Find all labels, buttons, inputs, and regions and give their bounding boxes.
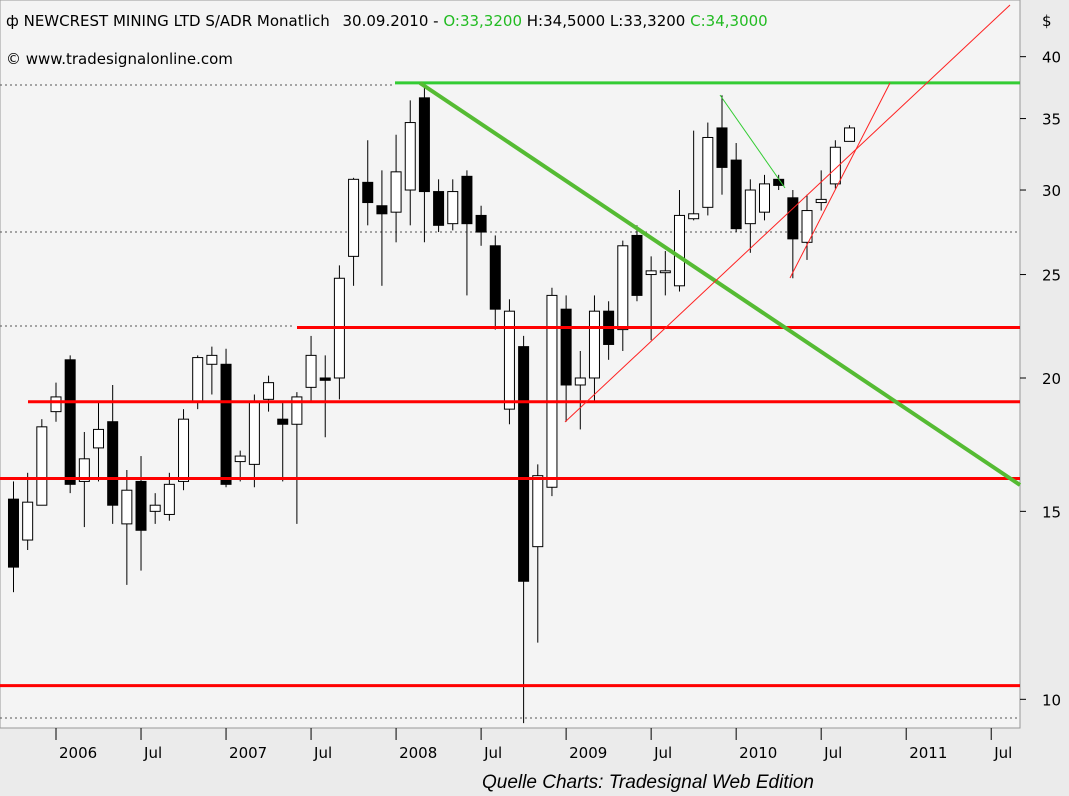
candle-body: [447, 191, 459, 225]
candle-body: [560, 308, 572, 386]
candle-body: [93, 428, 105, 449]
candle-body: [234, 455, 246, 463]
candle-body: [305, 354, 317, 388]
candle-body: [220, 363, 232, 485]
candle-body: [206, 354, 218, 365]
trendline: [564, 4, 1011, 423]
candle-body: [659, 270, 671, 274]
x-tick-label: Jul: [483, 744, 502, 762]
x-tick-label: Jul: [653, 744, 672, 762]
x-tick-label: Jul: [143, 744, 162, 762]
candle-body: [277, 418, 289, 425]
candle-body: [503, 310, 515, 410]
x-tick-label: 2011: [909, 744, 947, 762]
x-tick-label: 2010: [739, 744, 777, 762]
candle-body: [390, 171, 402, 213]
x-tick-label: 2006: [59, 744, 97, 762]
y-tick-label: 15: [1042, 503, 1061, 521]
candle-body: [801, 210, 813, 243]
x-tick-label: 2007: [229, 744, 267, 762]
x-tick-label: 2009: [569, 744, 607, 762]
source: © www.tradesignalonline.com: [6, 50, 233, 68]
candle-body: [248, 401, 260, 465]
drawn-levels: [0, 84, 1020, 719]
candle-body: [829, 146, 841, 185]
candle-body: [787, 197, 799, 240]
title: NEWCREST MINING LTD S/ADR Monatlich: [24, 12, 330, 30]
candle-body: [135, 480, 147, 531]
trendline: [418, 81, 1022, 487]
candle-body: [291, 396, 303, 425]
candle-body: [631, 234, 643, 296]
candle-body: [50, 396, 62, 413]
candle-body: [36, 426, 48, 506]
trendline: [719, 94, 786, 189]
x-tick-label: Jul: [993, 744, 1012, 762]
y-tick-label: 40: [1042, 49, 1061, 67]
x-tick-label: 2008: [399, 744, 437, 762]
candle-body: [532, 475, 544, 548]
candle-body: [702, 136, 714, 208]
candle-body: [418, 97, 430, 193]
y-tick-label: 25: [1042, 267, 1061, 285]
candle-body: [759, 183, 770, 213]
trendline: [789, 82, 891, 279]
levels: [0, 81, 1020, 688]
candle-body: [319, 377, 331, 381]
trendlines: [418, 4, 1022, 487]
candle-body: [149, 504, 161, 512]
candle-body: [192, 357, 204, 403]
open-label: O:33,3200: [443, 12, 522, 30]
candle-body: [107, 421, 119, 506]
candle-body: [844, 127, 856, 142]
candle-body: [461, 175, 473, 225]
candle-body: [64, 359, 76, 485]
candle-body: [163, 483, 175, 515]
y-tick-label: 35: [1042, 111, 1061, 129]
x-tick-label: Jul: [313, 744, 332, 762]
candle-body: [815, 198, 827, 204]
candle-body: [433, 191, 445, 226]
title-icon: ф: [6, 12, 24, 30]
candle-body: [376, 205, 388, 215]
candle-body: [574, 377, 586, 386]
candle-body: [617, 245, 629, 331]
x-tick-label: Jul: [823, 744, 842, 762]
candle-body: [588, 310, 600, 379]
close-label: C:34,3000: [690, 12, 768, 30]
candle-body: [78, 458, 90, 482]
candle-body: [716, 127, 728, 168]
y-tick-label: 20: [1042, 370, 1061, 388]
candle-body: [744, 189, 756, 225]
chart-title: ф NEWCREST MINING LTD S/ADR Monatlich 30…: [6, 12, 768, 30]
candle-body: [362, 181, 374, 204]
candle-body: [178, 418, 190, 482]
footer: Quelle Charts: Tradesignal Web Edition: [482, 772, 814, 793]
candle-body: [263, 382, 275, 400]
candle-body: [348, 178, 360, 257]
candle-body: [404, 122, 416, 191]
y-tick-label: 30: [1042, 182, 1061, 200]
candle-body: [546, 294, 558, 488]
candle-body: [518, 346, 530, 582]
candle-body: [475, 214, 487, 233]
y-tick-label: 10: [1042, 691, 1061, 709]
candle-body: [22, 501, 34, 541]
candle-body: [121, 489, 133, 525]
candle-body: [645, 270, 657, 276]
candle-body: [730, 159, 742, 230]
title-date: 30.09.2010 -: [343, 12, 439, 30]
y-axis-label: $: [1042, 12, 1052, 30]
high-low-label: H:34,5000 L:33,3200: [527, 12, 686, 30]
candle-body: [7, 498, 19, 568]
candle-body: [489, 245, 501, 310]
candle-body: [688, 213, 700, 220]
candle-body: [673, 214, 685, 287]
